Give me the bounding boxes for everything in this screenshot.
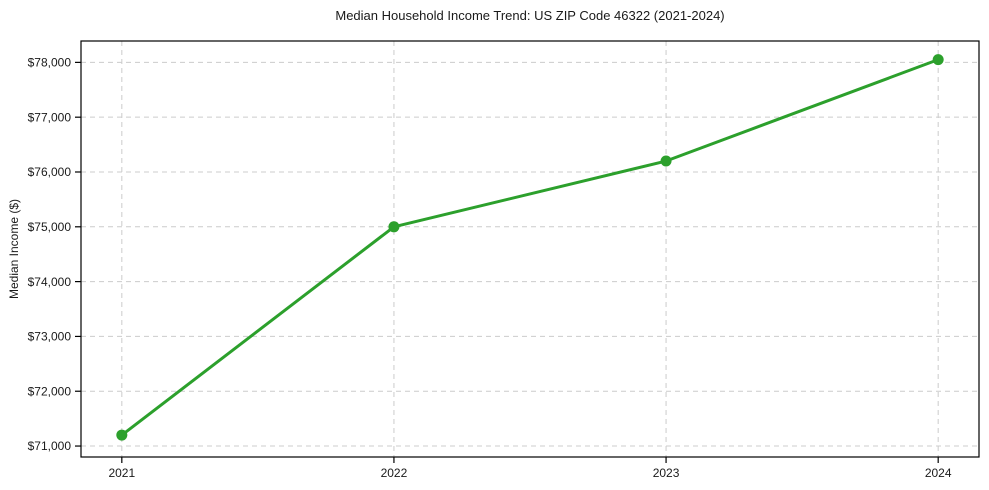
plot-background (81, 41, 979, 457)
data-point-2022 (388, 221, 400, 233)
x-tick-label-2021: 2021 (108, 466, 135, 480)
y-tick-label-76000: $76,000 (28, 165, 72, 179)
data-point-2023 (660, 155, 672, 167)
y-axis-label: Median Income ($) (7, 199, 21, 299)
y-tick-label-75000: $75,000 (28, 220, 72, 234)
data-point-2024 (932, 54, 944, 66)
y-tick-label-74000: $74,000 (28, 275, 72, 289)
x-tick-label-2024: 2024 (925, 466, 952, 480)
data-point-2021 (116, 429, 128, 441)
chart-title: Median Household Income Trend: US ZIP Co… (335, 8, 724, 23)
y-tick-label-77000: $77,000 (28, 110, 72, 124)
series-line (120, 58, 939, 437)
x-tick-label-2022: 2022 (381, 466, 408, 480)
y-tick-label-78000: $78,000 (28, 56, 72, 70)
y-tick-label-72000: $72,000 (28, 384, 72, 398)
axes-frame (80, 40, 980, 458)
y-tick-label-71000: $71,000 (28, 439, 72, 453)
x-tick-label-2023: 2023 (653, 466, 680, 480)
y-tick-label-73000: $73,000 (28, 330, 72, 344)
